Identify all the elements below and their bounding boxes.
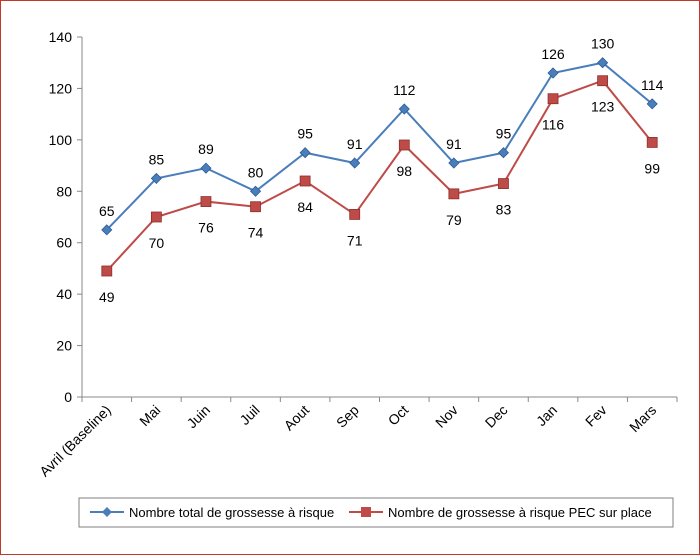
legend-marker-diamond	[102, 507, 112, 517]
data-label: 79	[446, 212, 462, 228]
data-label: 71	[347, 232, 363, 248]
data-label: 91	[347, 136, 363, 152]
data-label: 116	[542, 117, 565, 133]
data-label: 130	[591, 36, 615, 52]
data-labels: 65 85 89 80 95 91 112 91 95 126 130 114 49 70 76 74 84 71…	[99, 36, 664, 305]
data-label: 91	[446, 136, 462, 152]
legend-marker-square	[361, 507, 371, 517]
x-tick-label: Sep	[333, 402, 362, 431]
data-label: 114	[641, 77, 664, 93]
data-label: 99	[644, 160, 660, 176]
chart-axes	[81, 37, 677, 398]
data-point-diamond	[249, 185, 262, 197]
data-point-diamond	[497, 147, 510, 159]
data-point-diamond	[299, 147, 311, 159]
data-point-square	[150, 211, 162, 223]
data-label: 123	[591, 99, 615, 115]
data-label: 126	[541, 46, 565, 62]
series-line	[106, 79, 653, 272]
x-tick-label: Avril (Baseline)	[36, 402, 114, 480]
series-1	[101, 57, 658, 236]
data-point-diamond	[547, 67, 559, 79]
x-tick-label: Fev	[582, 402, 610, 430]
data-point-square	[498, 178, 509, 189]
data-label: 84	[297, 199, 313, 215]
data-point-square	[349, 209, 361, 220]
y-tick-label: 120	[49, 80, 73, 96]
x-tick-label: Jan	[533, 402, 560, 429]
series-2	[101, 75, 658, 277]
data-label: 83	[496, 202, 512, 218]
y-tick-label: 0	[64, 389, 72, 405]
data-label: 74	[248, 225, 264, 241]
data-point-diamond	[597, 57, 609, 69]
legend-label: Nombre total de grossesse à risque	[129, 505, 334, 520]
data-point-square	[101, 265, 113, 277]
data-point-diamond	[101, 224, 113, 236]
data-point-square	[646, 137, 658, 148]
y-tick-label: 140	[49, 29, 73, 45]
data-point-diamond	[150, 172, 162, 184]
data-label: 89	[198, 141, 214, 157]
series-line	[106, 61, 653, 231]
data-label: 49	[99, 289, 115, 305]
data-point-diamond	[349, 157, 361, 169]
data-point-square	[398, 139, 410, 151]
y-tick-label: 100	[49, 132, 73, 148]
y-axis-ticks: 0 20 40 60 80 100 120 140	[49, 29, 82, 405]
x-tick-label: Nov	[432, 402, 461, 431]
data-point-square	[448, 188, 460, 200]
y-tick-label: 80	[56, 183, 72, 199]
data-label: 95	[496, 126, 512, 142]
data-point-square	[250, 201, 261, 213]
data-point-square	[299, 175, 311, 187]
data-label: 70	[149, 235, 165, 251]
x-tick-label: Juil	[236, 402, 262, 428]
data-label: 65	[99, 203, 115, 219]
data-point-diamond	[646, 98, 658, 110]
x-tick-label: Mars	[626, 402, 659, 435]
x-tick-label: Juin	[184, 402, 213, 431]
legend-label: Nombre de grossesse à risque PEC sur pla…	[388, 505, 652, 520]
y-tick-label: 60	[56, 235, 72, 251]
data-label: 85	[149, 151, 165, 167]
data-point-diamond	[200, 162, 212, 174]
x-axis-ticks: Avril (Baseline) Mai Juin Juil Aout Sep Oct Nov…	[36, 397, 678, 480]
data-label: 98	[397, 163, 413, 179]
legend: Nombre total de grossesse à risque Nombre…	[78, 497, 674, 528]
x-tick-label: Mai	[136, 402, 163, 429]
y-tick-label: 40	[56, 286, 72, 302]
x-tick-label: Oct	[385, 402, 412, 429]
data-point-square	[597, 75, 609, 87]
x-tick-label: Dec	[482, 402, 511, 431]
y-tick-label: 20	[56, 338, 72, 354]
data-label: 95	[297, 126, 313, 142]
x-tick-label: Aout	[281, 402, 313, 434]
data-point-diamond	[398, 103, 410, 115]
data-label: 76	[198, 220, 214, 236]
data-point-diamond	[448, 157, 460, 169]
data-point-square	[200, 196, 212, 207]
series-layer	[101, 57, 658, 277]
data-label: 112	[393, 82, 416, 98]
data-point-square	[547, 93, 559, 105]
data-label: 80	[248, 164, 264, 180]
